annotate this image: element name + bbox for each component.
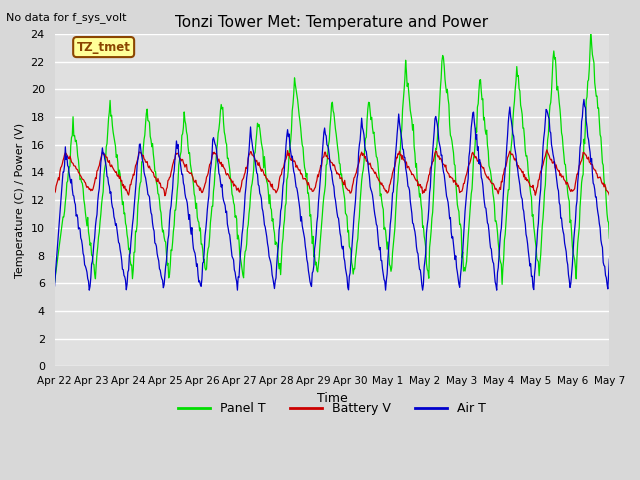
Line: Battery V: Battery V: [54, 150, 609, 196]
Air T: [85, 287, 93, 293]
Panel T: [118, 192, 125, 198]
Text: TZ_tmet: TZ_tmet: [77, 41, 131, 54]
Air T: [605, 256, 613, 262]
Battery V: [543, 147, 550, 153]
Air T: [51, 283, 58, 289]
Air T: [118, 266, 126, 272]
Y-axis label: Temperature (C) / Power (V): Temperature (C) / Power (V): [15, 122, 25, 278]
X-axis label: Time: Time: [317, 392, 348, 405]
Battery V: [605, 192, 613, 198]
Line: Air T: Air T: [54, 99, 609, 290]
Text: No data for f_sys_volt: No data for f_sys_volt: [6, 12, 127, 23]
Air T: [417, 267, 424, 273]
Panel T: [204, 252, 211, 257]
Battery V: [51, 190, 58, 196]
Battery V: [417, 182, 424, 188]
Panel T: [587, 27, 595, 33]
Air T: [61, 162, 68, 168]
Line: Panel T: Panel T: [54, 30, 609, 284]
Panel T: [51, 280, 58, 286]
Air T: [580, 96, 588, 102]
Air T: [175, 153, 182, 158]
Battery V: [175, 153, 182, 158]
Panel T: [61, 209, 68, 215]
Title: Tonzi Tower Met: Temperature and Power: Tonzi Tower Met: Temperature and Power: [175, 15, 488, 30]
Air T: [204, 199, 212, 205]
Panel T: [605, 235, 613, 241]
Battery V: [118, 178, 125, 183]
Battery V: [61, 152, 68, 157]
Panel T: [174, 180, 182, 185]
Panel T: [499, 281, 506, 287]
Air T: [400, 155, 408, 160]
Legend: Panel T, Battery V, Air T: Panel T, Battery V, Air T: [173, 397, 490, 420]
Panel T: [399, 97, 407, 103]
Battery V: [204, 171, 212, 177]
Battery V: [161, 193, 169, 199]
Panel T: [416, 194, 424, 200]
Battery V: [400, 157, 408, 163]
